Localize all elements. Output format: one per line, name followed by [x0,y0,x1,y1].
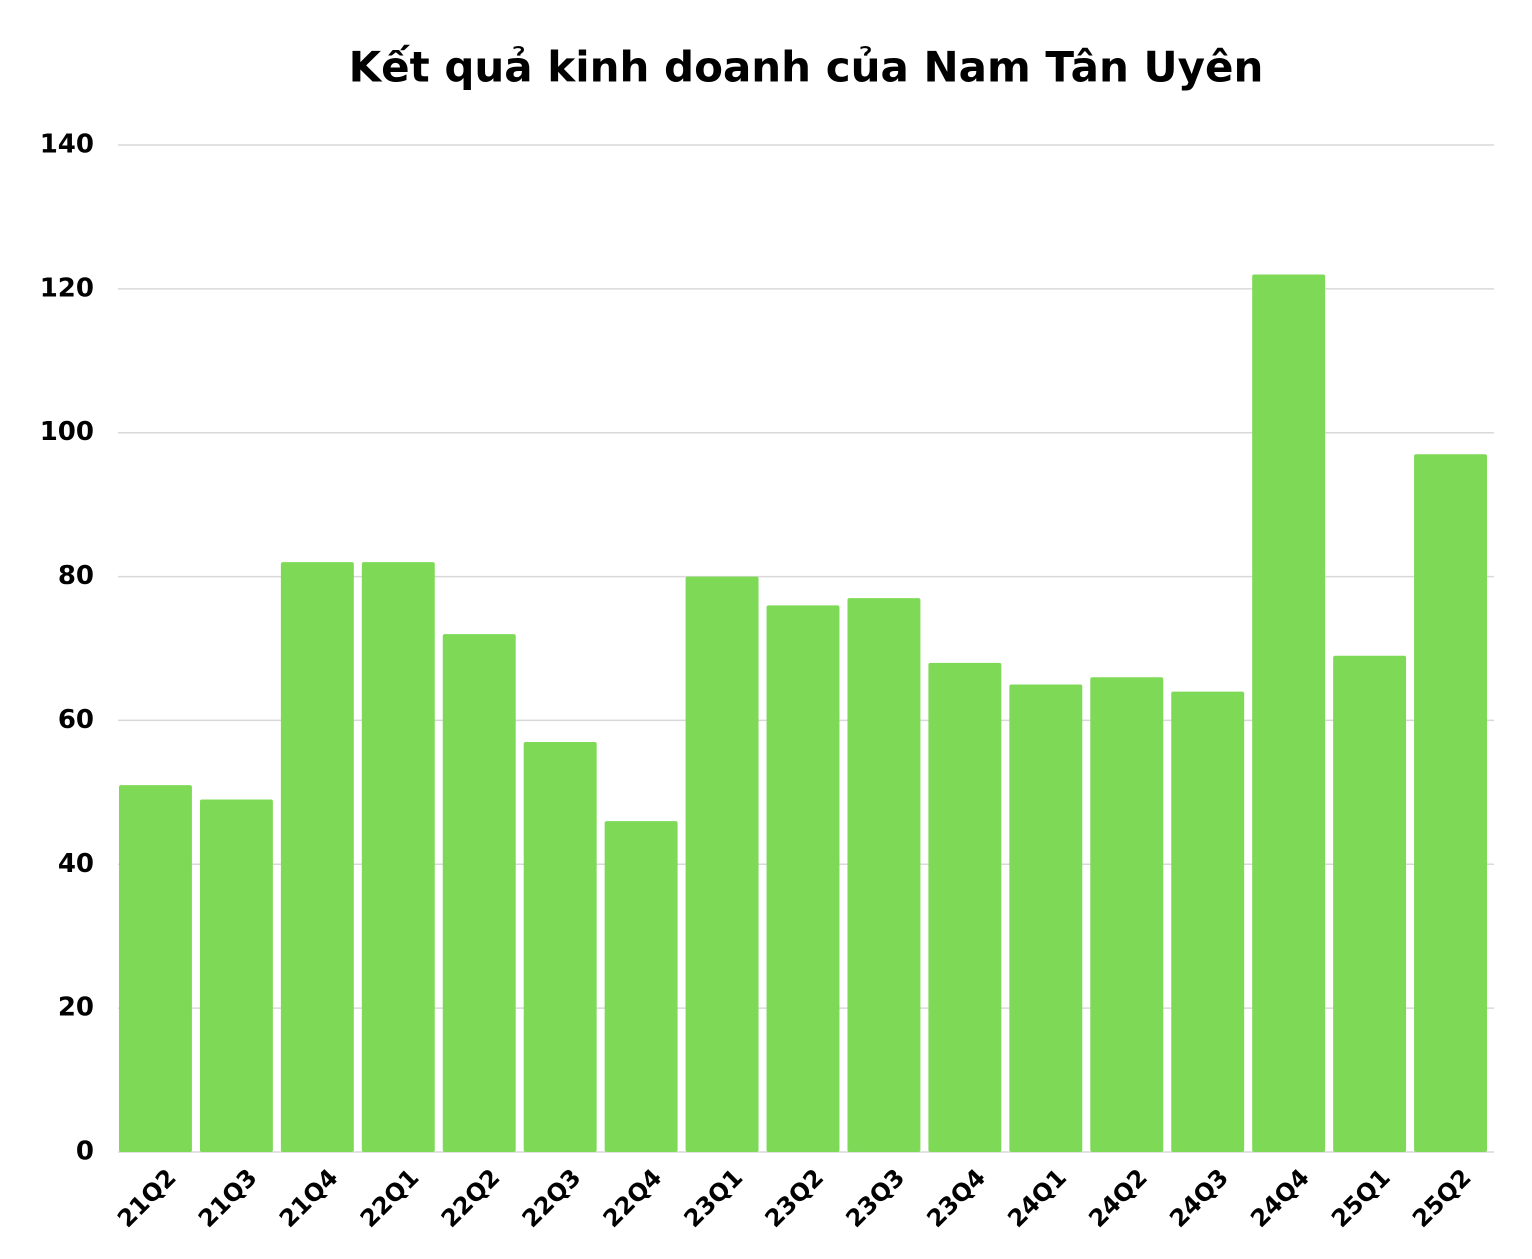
x-tick-label: 22Q2 [436,1163,506,1233]
bar [442,634,516,1152]
x-tick-label: 22Q3 [517,1163,587,1233]
x-tick-label: 21Q4 [274,1163,344,1233]
x-tick-label: 24Q1 [1002,1163,1072,1233]
x-tick-label: 21Q3 [193,1163,263,1233]
x-tick-label: 23Q2 [760,1163,830,1233]
bar [766,605,840,1152]
y-tick-label: 120 [40,273,94,303]
x-tick-label: 24Q3 [1164,1163,1234,1233]
bar [847,598,921,1152]
y-tick-label: 80 [58,561,94,591]
bar [1414,454,1487,1152]
y-tick-label: 20 [58,993,94,1023]
bar [119,785,192,1152]
x-tick-label: 23Q3 [840,1163,910,1233]
bar [1252,274,1326,1152]
bar [1333,655,1407,1152]
x-tick-label: 24Q2 [1083,1163,1153,1233]
x-tick-label: 21Q2 [112,1163,182,1233]
bar [1009,684,1083,1152]
y-tick-label: 60 [58,705,94,735]
x-tick-label: 24Q4 [1245,1163,1315,1233]
chart-title: Kết quả kinh doanh của Nam Tân Uyên [349,43,1264,92]
bar [1171,691,1245,1152]
bar [604,821,678,1152]
bar [280,562,354,1152]
x-tick-label: 22Q4 [598,1163,668,1233]
x-tick-label: 25Q2 [1407,1163,1477,1233]
bar [928,662,1002,1152]
x-tick-label: 23Q4 [921,1163,991,1233]
bar [523,742,597,1152]
y-tick-label: 140 [40,130,94,160]
bar [199,799,273,1152]
x-tick-label: 25Q1 [1326,1163,1396,1233]
x-tick-label: 23Q1 [679,1163,749,1233]
y-tick-label: 0 [76,1137,94,1167]
bar [361,562,435,1152]
x-tick-label: 22Q1 [355,1163,425,1233]
y-tick-label: 100 [40,417,94,447]
bar [685,576,759,1152]
bar [1090,677,1164,1152]
y-tick-label: 40 [58,849,94,879]
